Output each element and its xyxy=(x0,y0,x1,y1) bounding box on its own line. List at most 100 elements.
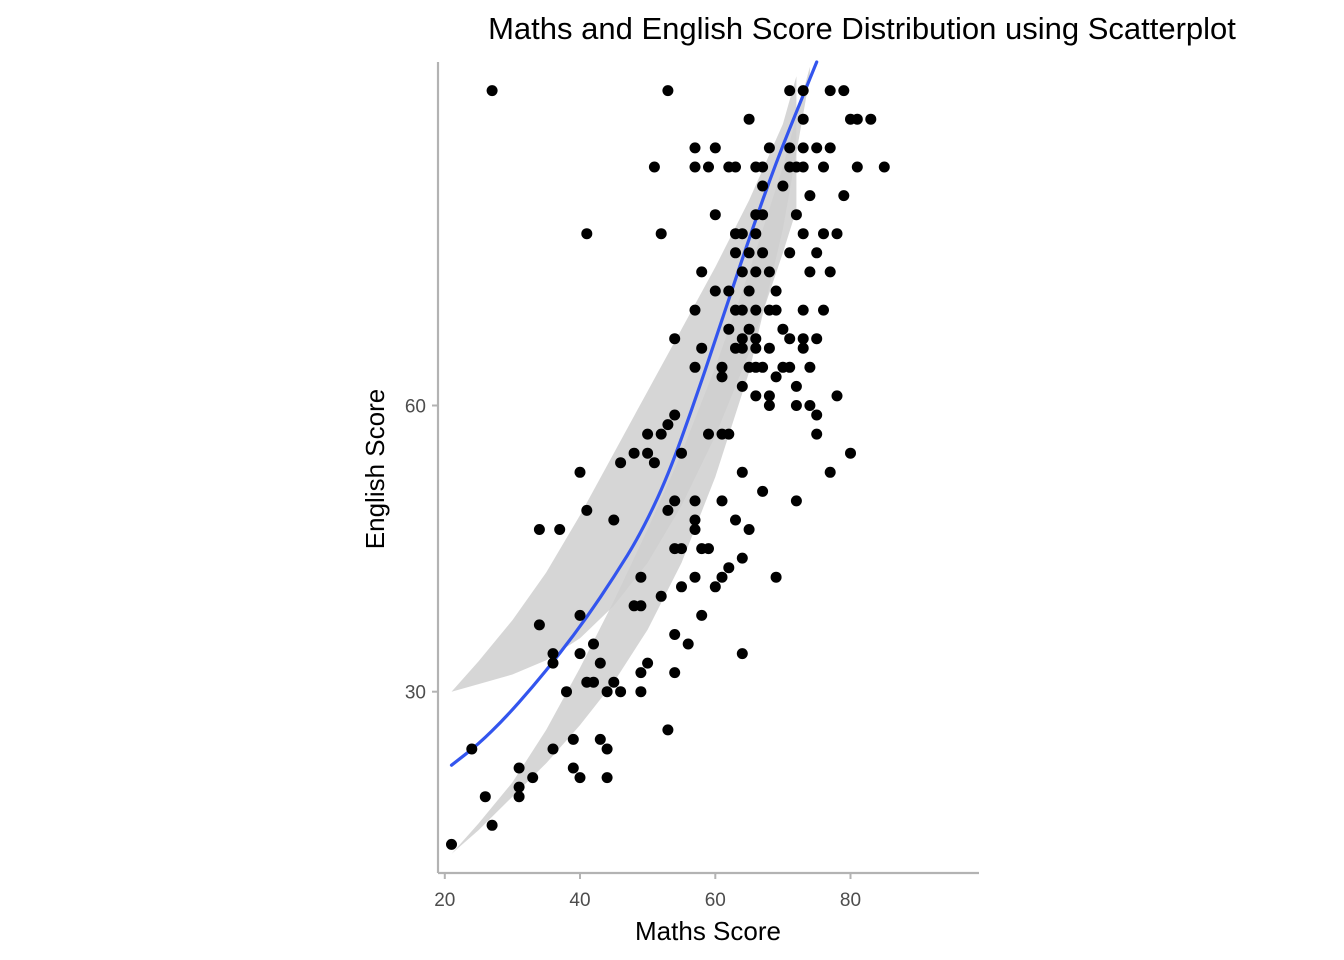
data-point xyxy=(703,543,714,555)
data-point xyxy=(804,361,816,373)
data-point xyxy=(723,562,735,574)
data-point xyxy=(709,285,721,297)
data-point xyxy=(730,514,741,526)
data-point xyxy=(689,524,701,535)
data-point xyxy=(655,428,667,440)
data-point xyxy=(811,247,823,259)
data-point xyxy=(466,743,478,755)
data-point xyxy=(513,781,525,793)
data-point xyxy=(696,342,708,354)
data-point xyxy=(851,113,863,125)
data-point xyxy=(784,361,796,373)
data-point xyxy=(547,743,559,755)
data-point xyxy=(648,161,660,173)
data-point xyxy=(736,228,748,240)
data-point xyxy=(689,361,701,373)
data-point xyxy=(628,447,640,459)
data-point xyxy=(750,342,762,354)
data-point xyxy=(669,333,681,345)
data-point xyxy=(594,657,606,669)
data-point xyxy=(689,161,701,173)
data-point xyxy=(479,791,491,803)
data-point xyxy=(723,285,735,297)
data-point xyxy=(669,495,681,507)
data-point xyxy=(757,209,769,221)
data-point xyxy=(763,266,775,278)
data-point xyxy=(824,466,836,478)
data-point xyxy=(736,552,748,564)
data-point xyxy=(797,161,809,173)
data-point xyxy=(750,228,762,240)
data-point xyxy=(642,657,654,669)
data-point xyxy=(838,85,850,97)
data-point xyxy=(797,304,809,316)
x-tick-label: 20 xyxy=(434,890,455,911)
data-point xyxy=(669,629,681,640)
data-point xyxy=(784,85,796,97)
data-point xyxy=(513,791,525,803)
data-point xyxy=(757,485,769,497)
x-tick-label: 60 xyxy=(705,890,726,911)
data-point xyxy=(703,161,714,173)
data-point xyxy=(547,657,559,669)
data-point xyxy=(851,161,863,173)
data-point xyxy=(736,342,748,354)
data-point xyxy=(574,772,586,784)
data-point xyxy=(736,466,748,478)
data-point xyxy=(736,380,748,392)
data-point xyxy=(763,342,775,354)
data-point xyxy=(804,266,816,278)
data-point xyxy=(601,743,613,755)
data-point xyxy=(581,504,593,516)
data-point xyxy=(561,686,572,698)
data-point xyxy=(567,762,579,774)
data-point xyxy=(750,266,762,278)
data-point xyxy=(662,504,674,516)
data-point xyxy=(696,266,708,278)
data-point xyxy=(723,323,735,335)
data-point xyxy=(818,304,829,316)
data-point xyxy=(574,648,586,660)
data-point xyxy=(770,571,782,583)
data-point xyxy=(662,85,674,97)
data-point xyxy=(743,285,755,297)
data-point xyxy=(811,333,823,345)
data-point xyxy=(865,113,877,125)
data-point xyxy=(797,113,809,125)
data-point xyxy=(581,228,593,240)
data-point xyxy=(709,581,721,593)
data-point xyxy=(845,447,856,459)
data-point xyxy=(676,581,687,593)
data-point xyxy=(750,304,762,316)
data-point xyxy=(513,762,525,774)
data-point xyxy=(608,676,620,688)
data-point xyxy=(770,285,782,297)
data-point xyxy=(615,686,627,698)
data-point xyxy=(594,733,606,745)
data-point xyxy=(574,609,586,621)
data-point xyxy=(797,228,809,240)
data-point xyxy=(716,361,728,373)
data-point xyxy=(682,638,694,650)
data-point xyxy=(533,524,545,535)
data-point xyxy=(790,380,802,392)
data-point xyxy=(770,304,782,316)
data-point xyxy=(635,667,647,679)
data-point xyxy=(736,304,748,316)
data-point xyxy=(777,180,789,192)
data-point xyxy=(669,409,681,421)
data-point xyxy=(601,772,613,784)
data-point xyxy=(770,371,782,383)
data-point xyxy=(662,724,674,736)
data-point xyxy=(750,390,762,402)
data-point xyxy=(790,400,802,411)
data-point xyxy=(635,571,647,583)
data-point xyxy=(730,247,741,259)
data-point xyxy=(818,228,829,240)
data-point xyxy=(669,667,681,679)
data-point xyxy=(824,85,836,97)
data-point xyxy=(743,113,755,125)
data-point xyxy=(797,333,809,345)
y-tick-label: 30 xyxy=(405,683,426,704)
data-point xyxy=(554,524,566,535)
